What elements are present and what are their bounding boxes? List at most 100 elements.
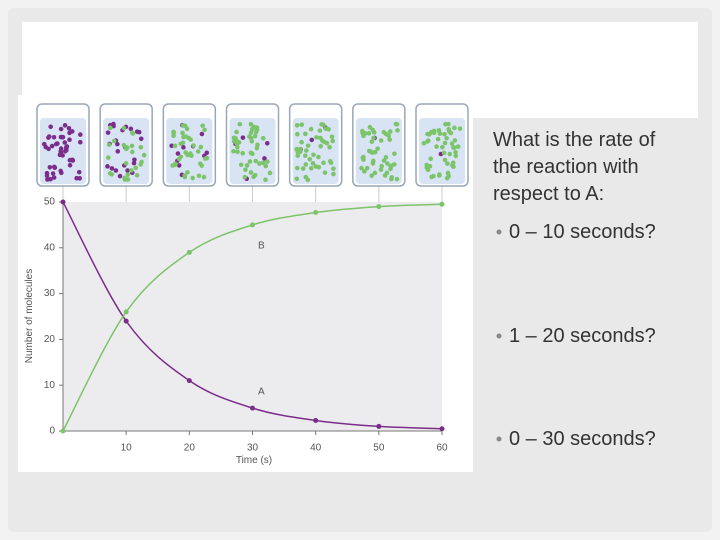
y-tick-label: 40 — [44, 242, 56, 253]
molecule — [67, 162, 73, 168]
molecule — [453, 153, 459, 159]
molecule — [200, 123, 205, 128]
molecule — [130, 149, 135, 155]
bullet — [496, 436, 502, 442]
molecule — [295, 153, 301, 158]
molecule — [316, 164, 322, 170]
molecule — [202, 127, 207, 133]
molecule — [264, 140, 270, 146]
molecule — [316, 154, 321, 160]
point — [250, 222, 255, 228]
molecule — [253, 129, 259, 135]
molecule — [128, 126, 134, 132]
molecule — [360, 128, 365, 134]
point — [186, 378, 192, 384]
molecule — [305, 143, 311, 148]
bullet-text: 1 – 20 seconds? — [509, 325, 656, 347]
molecule — [59, 170, 64, 176]
molecule — [242, 174, 248, 180]
beaker — [288, 103, 343, 187]
molecule — [247, 134, 252, 139]
molecule — [294, 123, 300, 128]
molecule — [369, 139, 375, 144]
molecule — [364, 165, 370, 171]
molecule — [317, 128, 323, 133]
molecule — [199, 131, 205, 137]
molecule — [115, 141, 120, 147]
molecule — [234, 129, 239, 135]
molecule — [444, 135, 449, 141]
molecule — [310, 160, 316, 166]
molecule — [184, 126, 190, 132]
molecule — [324, 140, 330, 146]
molecule — [106, 142, 112, 147]
molecule — [445, 161, 450, 166]
point — [313, 417, 319, 423]
molecule — [381, 129, 387, 135]
molecule — [387, 129, 393, 134]
molecule — [105, 155, 111, 160]
point — [376, 423, 382, 429]
molecule — [47, 164, 53, 170]
beaker — [415, 103, 469, 187]
molecule — [455, 144, 461, 149]
molecule — [138, 136, 144, 142]
molecule — [327, 158, 333, 164]
x-tick-label: 40 — [310, 443, 322, 454]
molecule — [442, 157, 448, 163]
molecule — [388, 166, 393, 172]
y-axis-label: Number of molecules — [24, 269, 35, 363]
molecule — [105, 164, 110, 169]
molecule — [111, 138, 117, 144]
molecule — [45, 177, 50, 182]
molecule — [331, 166, 336, 172]
molecule — [249, 126, 255, 132]
molecule — [300, 166, 306, 171]
molecule — [108, 125, 113, 131]
molecule — [435, 136, 441, 142]
beaker — [36, 103, 90, 187]
molecule — [248, 150, 254, 156]
molecule — [134, 129, 140, 134]
molecule — [66, 125, 72, 131]
molecule — [69, 129, 75, 134]
molecule — [58, 126, 64, 132]
molecule — [371, 158, 376, 164]
y-tick-label: 30 — [44, 288, 56, 299]
molecule — [330, 138, 336, 144]
molecule — [367, 124, 373, 130]
molecule — [235, 144, 240, 150]
molecule — [251, 174, 256, 180]
molecule — [299, 139, 304, 145]
molecule — [191, 143, 196, 148]
molecule — [180, 130, 185, 136]
molecule — [67, 137, 72, 143]
molecule — [133, 165, 138, 171]
point — [186, 249, 192, 255]
molecule — [457, 126, 463, 131]
molecule — [134, 172, 140, 178]
molecule — [392, 151, 397, 157]
x-tick-label: 30 — [247, 443, 259, 454]
molecule — [255, 142, 260, 148]
molecule — [196, 173, 202, 179]
molecule — [175, 151, 181, 156]
molecule — [109, 172, 115, 177]
molecule — [125, 172, 130, 178]
molecule — [442, 140, 448, 146]
molecule — [248, 170, 254, 175]
molecule — [303, 162, 309, 167]
molecule — [304, 148, 309, 153]
molecule — [263, 177, 268, 183]
plot-area — [63, 202, 442, 431]
molecule — [262, 156, 267, 161]
molecule — [378, 138, 384, 143]
molecule — [138, 162, 143, 167]
molecule — [427, 132, 432, 137]
molecule — [309, 137, 315, 143]
bullet-text: 0 – 30 seconds? — [509, 428, 656, 450]
y-tick-label: 10 — [44, 380, 56, 391]
molecule — [450, 162, 455, 168]
molecule — [449, 141, 455, 146]
